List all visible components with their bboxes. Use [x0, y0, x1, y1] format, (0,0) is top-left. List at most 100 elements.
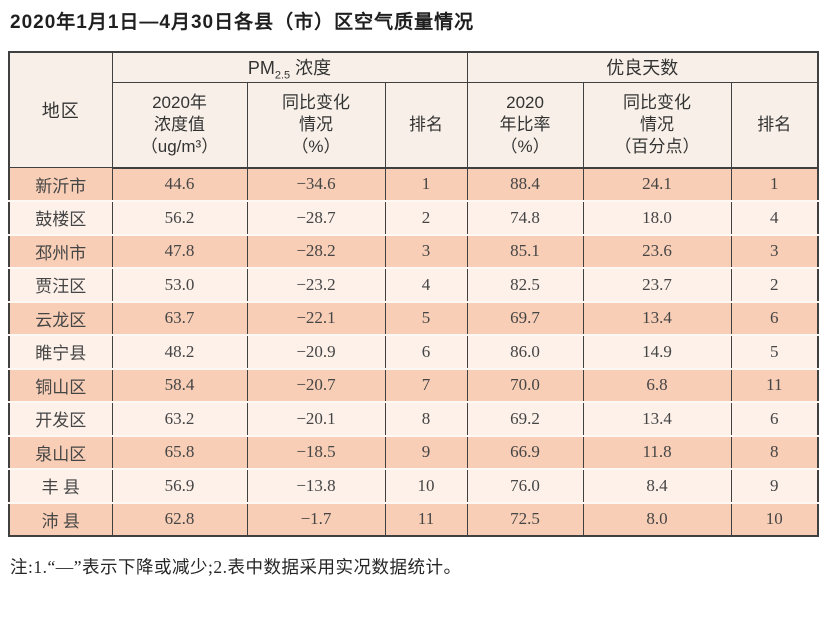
header-sub-row: 2020年 浓度值 （ug/m³） 同比变化 情况 （%） 排名 2020 年比…: [9, 82, 819, 169]
pm-rank-cell: 9: [384, 435, 468, 471]
header-good-change: 同比变化 情况 （百分点）: [582, 82, 732, 169]
table-header: 地区 PM2.5 浓度 优良天数 2020年 浓度值 （ug/m³） 同比变化 …: [8, 51, 819, 169]
page-title: 2020年1月1日—4月30日各县（市）区空气质量情况: [10, 12, 475, 33]
region-cell: 云龙区: [8, 301, 113, 337]
good-change-cell: 11.8: [582, 435, 732, 471]
air-quality-table: 地区 PM2.5 浓度 优良天数 2020年 浓度值 （ug/m³） 同比变化 …: [8, 50, 820, 538]
header-pm-value: 2020年 浓度值 （ug/m³）: [111, 82, 248, 169]
pm-rank-cell: 5: [384, 301, 468, 337]
pm-value-cell: 44.6: [111, 167, 248, 203]
pm-value-cell: 65.8: [111, 435, 248, 471]
header-group-row: 地区 PM2.5 浓度 优良天数: [8, 51, 819, 169]
good-ratio-cell: 74.8: [466, 201, 584, 236]
good-ratio-cell: 82.5: [466, 268, 584, 303]
table-row: 泉山区 65.8 −18.5 9 66.9 11.8 8: [8, 435, 819, 471]
pm-change-cell: −22.1: [246, 301, 386, 337]
good-change-cell: 24.1: [582, 167, 732, 203]
region-cell: 睢宁县: [8, 335, 113, 370]
pm-value-cell: 56.9: [111, 469, 248, 504]
header-good-days-group: 优良天数: [466, 51, 819, 84]
pm-rank-cell: 1: [384, 167, 468, 203]
good-ratio-cell: 69.7: [466, 301, 584, 337]
region-cell: 丰 县: [8, 469, 113, 504]
pm-change-cell: −13.8: [246, 469, 386, 504]
good-rank-cell: 10: [730, 502, 819, 537]
footnote: 注:1.“—”表示下降或减少;2.表中数据采用实况数据统计。: [10, 557, 462, 578]
table-row: 邳州市 47.8 −28.2 3 85.1 23.6 3: [8, 234, 819, 270]
good-rank-cell: 4: [730, 201, 819, 236]
pm-value-cell: 63.7: [111, 301, 248, 337]
good-rank-cell: 9: [730, 469, 819, 504]
pm-rank-cell: 4: [384, 268, 468, 303]
good-ratio-cell: 66.9: [466, 435, 584, 471]
header-pm25-group: PM2.5 浓度: [111, 51, 468, 84]
table-row: 开发区 63.2 −20.1 8 69.2 13.4 6: [8, 402, 819, 437]
good-ratio-cell: 86.0: [466, 335, 584, 370]
good-rank-cell: 2: [730, 268, 819, 303]
region-cell: 贾汪区: [8, 268, 113, 303]
table-body: 新沂市 44.6 −34.6 1 88.4 24.1 1 鼓楼区 56.2 −28.7 2 74.8 1…: [8, 167, 819, 537]
good-rank-cell: 6: [730, 402, 819, 437]
good-rank-cell: 3: [730, 234, 819, 270]
pm-change-cell: −18.5: [246, 435, 386, 471]
region-cell: 沛 县: [8, 502, 113, 537]
table-row: 丰 县 56.9 −13.8 10 76.0 8.4 9: [8, 469, 819, 504]
good-rank-cell: 6: [730, 301, 819, 337]
region-cell: 开发区: [8, 402, 113, 437]
region-cell: 泉山区: [8, 435, 113, 471]
pm-change-cell: −28.7: [246, 201, 386, 236]
pm-rank-cell: 8: [384, 402, 468, 437]
pm-rank-cell: 2: [384, 201, 468, 236]
region-cell: 邳州市: [8, 234, 113, 270]
pm-change-cell: −34.6: [246, 167, 386, 203]
pm-value-cell: 53.0: [111, 268, 248, 303]
pm-value-cell: 47.8: [111, 234, 248, 270]
pm-value-cell: 48.2: [111, 335, 248, 370]
good-rank-cell: 5: [730, 335, 819, 370]
pm-change-cell: −1.7: [246, 502, 386, 537]
good-change-cell: 23.6: [582, 234, 732, 270]
pm-rank-cell: 3: [384, 234, 468, 270]
pm25-suffix: 浓度: [290, 57, 332, 78]
good-ratio-cell: 70.0: [466, 368, 584, 404]
good-change-cell: 23.7: [582, 268, 732, 303]
table-row: 鼓楼区 56.2 −28.7 2 74.8 18.0 4: [8, 201, 819, 236]
pm-value-cell: 58.4: [111, 368, 248, 404]
table-row: 新沂市 44.6 −34.6 1 88.4 24.1 1: [8, 167, 819, 203]
pm-value-cell: 63.2: [111, 402, 248, 437]
good-change-cell: 8.4: [582, 469, 732, 504]
pm-change-cell: −28.2: [246, 234, 386, 270]
table-row: 云龙区 63.7 −22.1 5 69.7 13.4 6: [8, 301, 819, 337]
header-good-ratio: 2020 年比率 （%）: [466, 82, 584, 169]
header-good-rank: 排名: [730, 82, 819, 169]
good-ratio-cell: 69.2: [466, 402, 584, 437]
pm-rank-cell: 11: [384, 502, 468, 537]
header-pm-change: 同比变化 情况 （%）: [246, 82, 386, 169]
table-row: 贾汪区 53.0 −23.2 4 82.5 23.7 2: [8, 268, 819, 303]
table-row: 睢宁县 48.2 −20.9 6 86.0 14.9 5: [8, 335, 819, 370]
good-change-cell: 8.0: [582, 502, 732, 537]
region-cell: 鼓楼区: [8, 201, 113, 236]
pm-rank-cell: 10: [384, 469, 468, 504]
table-row: 沛 县 62.8 −1.7 11 72.5 8.0 10: [8, 502, 819, 537]
good-ratio-cell: 76.0: [466, 469, 584, 504]
good-change-cell: 6.8: [582, 368, 732, 404]
pm-rank-cell: 6: [384, 335, 468, 370]
good-ratio-cell: 88.4: [466, 167, 584, 203]
region-cell: 新沂市: [8, 167, 113, 203]
pm-change-cell: −20.1: [246, 402, 386, 437]
header-pm-rank: 排名: [384, 82, 468, 169]
good-change-cell: 14.9: [582, 335, 732, 370]
pm-value-cell: 56.2: [111, 201, 248, 236]
good-ratio-cell: 85.1: [466, 234, 584, 270]
pm-change-cell: −20.9: [246, 335, 386, 370]
good-change-cell: 13.4: [582, 301, 732, 337]
table-row: 铜山区 58.4 −20.7 7 70.0 6.8 11: [8, 368, 819, 404]
pm-rank-cell: 7: [384, 368, 468, 404]
region-cell: 铜山区: [8, 368, 113, 404]
pm25-subscript: 2.5: [274, 69, 291, 82]
good-rank-cell: 8: [730, 435, 819, 471]
pm-value-cell: 62.8: [111, 502, 248, 537]
good-rank-cell: 1: [730, 167, 819, 203]
good-rank-cell: 11: [730, 368, 819, 404]
